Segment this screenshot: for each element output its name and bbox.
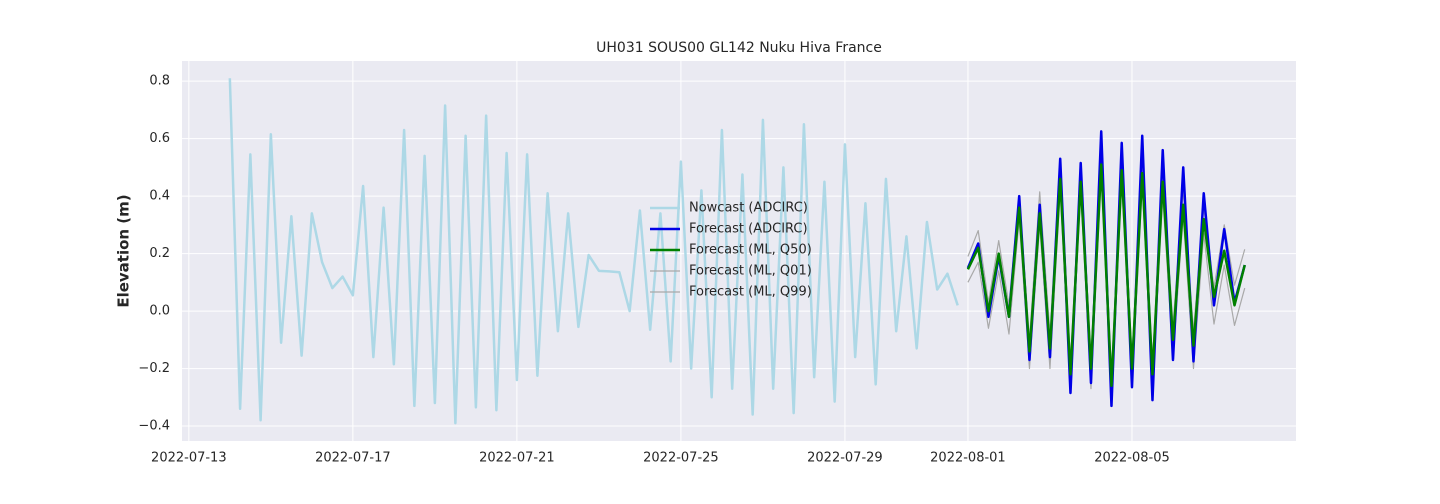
x-tick-label: 2022-07-29 bbox=[807, 451, 883, 466]
y-tick-label: 0.4 bbox=[149, 189, 170, 204]
legend-label: Forecast (ML, Q01) bbox=[689, 264, 812, 279]
x-tick-label: 2022-07-13 bbox=[151, 451, 227, 466]
y-tick-label: −0.2 bbox=[138, 361, 170, 376]
legend: Nowcast (ADCIRC) Forecast (ADCIRC) Forecas… bbox=[650, 201, 812, 300]
series-line bbox=[228, 78, 959, 425]
y-tick-label: 0.0 bbox=[149, 304, 170, 319]
y-tick-label: −0.4 bbox=[138, 419, 170, 434]
y-axis-label: Elevation (m) bbox=[115, 194, 133, 307]
y-tick-label: 0.2 bbox=[149, 246, 170, 261]
legend-label: Nowcast (ADCIRC) bbox=[689, 201, 808, 216]
series-lines bbox=[228, 78, 1246, 425]
x-tick-label: 2022-07-25 bbox=[643, 451, 719, 466]
y-tick-label: 0.8 bbox=[149, 74, 170, 89]
legend-label: Forecast (ADCIRC) bbox=[689, 222, 808, 237]
series-line bbox=[966, 163, 1246, 388]
chart-title: UH031 SOUS00 GL142 Nuku Hiva France bbox=[596, 40, 882, 56]
x-tick-label: 2022-07-21 bbox=[479, 451, 555, 466]
legend-label: Forecast (ML, Q99) bbox=[689, 285, 812, 300]
legend-label: Forecast (ML, Q50) bbox=[689, 243, 812, 258]
y-tick-label: 0.6 bbox=[149, 131, 170, 146]
x-tick-label: 2022-07-17 bbox=[315, 451, 391, 466]
grid bbox=[182, 61, 1296, 441]
x-tick-label: 2022-08-01 bbox=[930, 451, 1006, 466]
x-tick-label: 2022-08-05 bbox=[1094, 451, 1170, 466]
